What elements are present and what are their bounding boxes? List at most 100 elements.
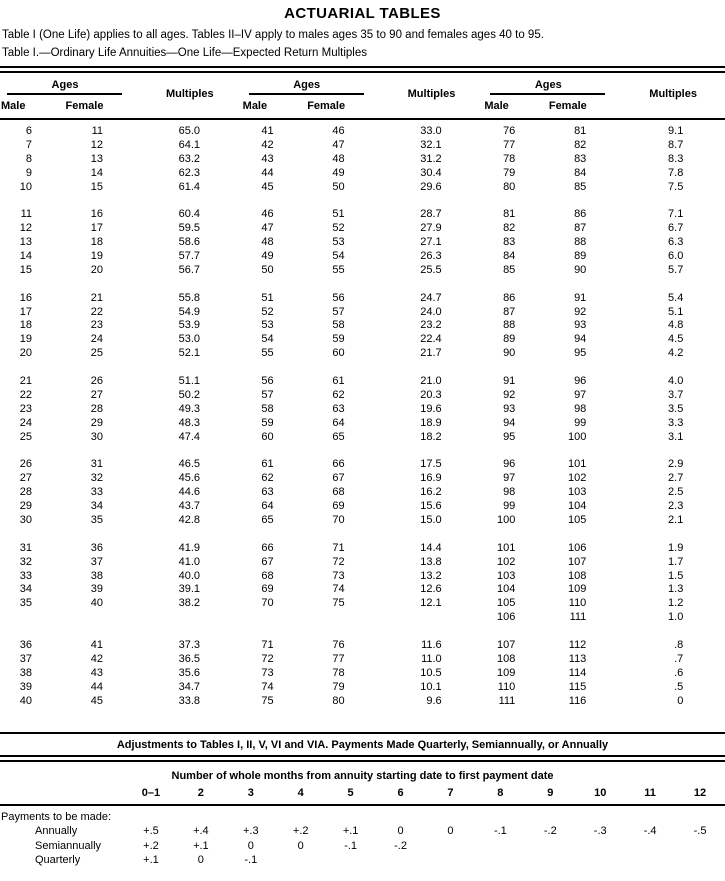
ages-label: Ages [293,79,321,91]
adjustment-value-cell: +.2 [292,825,309,838]
multiple-cell: 25.5 [420,263,442,276]
multiple-cell: 8.3 [668,152,684,165]
header-group: Ages Male Female Multiples [483,78,725,112]
multiple-cell: 6.0 [668,250,684,263]
age-female-cell: 59 [332,333,345,346]
row-group: 18 23 53.9 [0,319,242,333]
age-male-cell: 99 [503,500,516,513]
row-group: 22 27 50.2 [0,389,242,403]
table-row: 13 18 58.6 48 53 27.1 83 88 6.3 [0,236,725,250]
age-female-cell: 63 [332,402,345,415]
age-male-cell: 83 [503,236,516,249]
multiple-cell: .8 [674,638,684,651]
multiple-cell: 7.5 [668,180,684,193]
age-female-cell: 102 [567,472,587,485]
column-gap [200,486,242,500]
column-gap [442,153,484,167]
age-male-cell: 67 [261,555,274,568]
column-gap [442,389,484,403]
age-female-cell: 57 [332,305,345,318]
column-gap [683,695,725,709]
age-male-cell: 95 [503,430,516,443]
adjustments-table: Adjustments to Tables I, II, V, VI and V… [0,732,725,868]
multiple-cell: 5.4 [668,291,684,304]
multiple-cell: 10.1 [420,680,442,693]
column-gap [442,250,484,264]
age-female-cell: 101 [567,458,587,471]
multiple-cell: 29.6 [420,180,442,193]
row-group: 24 29 48.3 [0,417,242,431]
row-group: 41 46 33.0 [242,125,484,139]
age-female-cell: 76 [332,638,345,651]
multiple-cell: 12.1 [420,597,442,610]
column-gap [200,250,242,264]
row-group: 56 61 21.0 [242,375,484,389]
multiple-cell [345,611,442,625]
age-male-cell: 89 [503,333,516,346]
column-gap [442,570,484,584]
multiple-cell: 16.2 [420,486,442,499]
adjustments-rows: Annually +.5 +.4 +.3 +.2 +.1 0 0 -.1 -.2 -.3 -.4 -.5… [0,824,725,868]
male-female-row: Male Female [483,95,621,112]
table-row: 19 24 53.0 54 59 22.4 89 94 4.5 [0,333,725,347]
multiple-cell: 44.6 [178,486,200,499]
column-gap [442,236,484,250]
table-row: 9 14 62.3 44 49 30.4 79 84 7.8 [0,167,725,181]
column-gap [200,472,242,486]
table-row: 40 45 33.8 75 80 9.6 111 116 0 [0,695,725,709]
column-gap [683,139,725,153]
column-gap [683,306,725,320]
row-group: 38 43 35.6 [0,667,242,681]
age-female-cell: 100 [567,430,587,443]
column-gap [200,264,242,278]
main-table-body: 6 11 65.0 41 46 33.0 76 81 9.1 7 12 64.1 42 47 32.1 77 8… [0,120,725,717]
age-female-cell: 62 [332,388,345,401]
column-gap [683,458,725,472]
adjustment-value-cell: 0 [247,839,254,852]
multiple-cell: 19.6 [420,402,442,415]
age-male-cell: 47 [261,222,274,235]
age-male-cell: 74 [261,680,274,693]
age-male-cell: 31 [19,541,32,554]
multiple-cell: 7.8 [668,166,684,179]
column-gap [442,375,484,389]
age-male-cell: 56 [261,375,274,388]
age-female-cell: 103 [567,486,587,499]
table-row: 25 30 47.4 60 65 18.2 95 100 3.1 [0,431,725,445]
table-row: 22 27 50.2 57 62 20.3 92 97 3.7 [0,389,725,403]
age-male-cell: 75 [261,694,274,707]
column-gap [442,695,484,709]
age-female-cell: 95 [574,347,587,360]
column-gap [683,208,725,222]
adjustment-value-cell: +.1 [193,839,209,852]
age-female-cell: 81 [574,125,587,137]
multiple-cell: 2.3 [668,500,684,513]
row-group: 111 116 0 [483,695,725,709]
adjustment-value-cell [376,853,426,868]
age-male-cell: 12 [19,222,32,235]
column-gap [442,208,484,222]
age-male-cell: 50 [261,263,274,276]
column-gap [200,139,242,153]
age-male-cell: 82 [503,222,516,235]
ages-underline [248,93,364,95]
row-group: 27 32 45.6 [0,472,242,486]
male-header: Male [1,100,26,112]
age-male-cell: 10 [19,180,32,193]
adjustment-value-cell [475,839,525,854]
age-female-cell: 88 [574,236,587,249]
age-male-cell: 78 [503,152,516,165]
age-male-cell: 8 [25,152,32,165]
column-gap [683,653,725,667]
age-female-cell: 24 [90,333,103,346]
row-group: 100 105 2.1 [483,514,725,528]
adjustment-value-cell [575,839,625,854]
age-female-cell: 37 [90,555,103,568]
row-group: 44 49 30.4 [242,167,484,181]
column-gap [683,514,725,528]
row-group: 94 99 3.3 [483,417,725,431]
row-group: 74 79 10.1 [242,681,484,695]
page-title: ACTUARIAL TABLES [284,5,441,22]
row-group: 72 77 11.0 [242,653,484,667]
table-row: 37 42 36.5 72 77 11.0 108 113 .7 [0,653,725,667]
